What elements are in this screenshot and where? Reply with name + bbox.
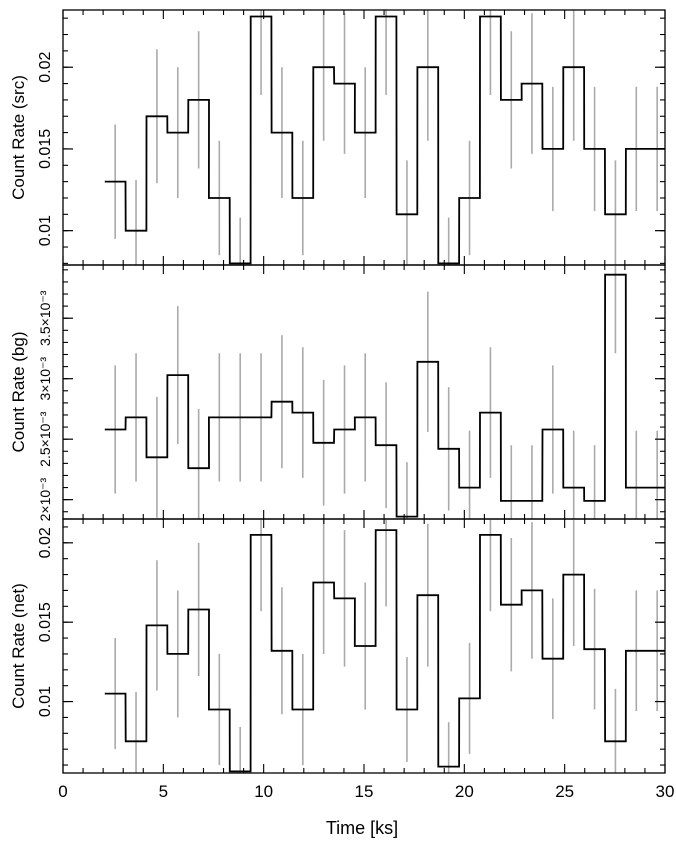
step-series: [104, 15, 665, 265]
step-series: [104, 273, 665, 518]
panel-1: 0.01 0.015 0.02 Count Rate (src): [9, 9, 666, 266]
x-tick-label: 15: [355, 782, 374, 801]
step-series: [104, 529, 665, 773]
x-tick-label: 10: [254, 782, 273, 801]
x-tick-label: 0: [58, 782, 67, 801]
plot-frame: [62, 264, 666, 520]
x-tick-label: 20: [455, 782, 474, 801]
x-axis-label: Time [ks]: [326, 818, 398, 838]
y-tick-label: 0.02: [37, 527, 54, 558]
y-axis-label: Count Rate (net): [9, 583, 28, 709]
panel-2: 2×10⁻³ 2.5×10⁻³ 3×10⁻³ 3.5×10⁻³ Count Rate (…: [9, 264, 666, 521]
y-tick-label: 0.015: [37, 602, 54, 642]
y-tick-label: 0.01: [37, 215, 54, 246]
y-tick-label: 0.01: [37, 686, 54, 717]
y-tick-label: 2.5×10⁻³: [37, 411, 53, 467]
x-tick-label: 25: [555, 782, 574, 801]
y-axis-label: Count Rate (src): [9, 75, 28, 200]
x-tick-label: 5: [159, 782, 168, 801]
y-axis-label: Count Rate (bg): [9, 332, 28, 453]
y-tick-label: 3×10⁻³: [37, 357, 53, 401]
x-tick-labels: 0 5 10 15 20 25 30: [58, 782, 674, 801]
error-bars: [114, 265, 658, 519]
x-tick-label: 30: [656, 782, 675, 801]
plot-frame: [62, 9, 666, 266]
error-bars: [114, 10, 658, 265]
y-tick-label: 0.015: [37, 129, 54, 169]
y-tick-label: 0.02: [37, 52, 54, 83]
error-bars: [114, 519, 658, 773]
panel-3: 0.01 0.015 0.02 Count Rate (net): [9, 518, 666, 774]
y-tick-label: 3.5×10⁻³: [37, 290, 53, 346]
y-tick-label: 2×10⁻³: [37, 477, 53, 521]
panels: 0.01 0.015 0.02 Count Rate (src) 2×10⁻³ 2.5×1…: [9, 9, 666, 774]
